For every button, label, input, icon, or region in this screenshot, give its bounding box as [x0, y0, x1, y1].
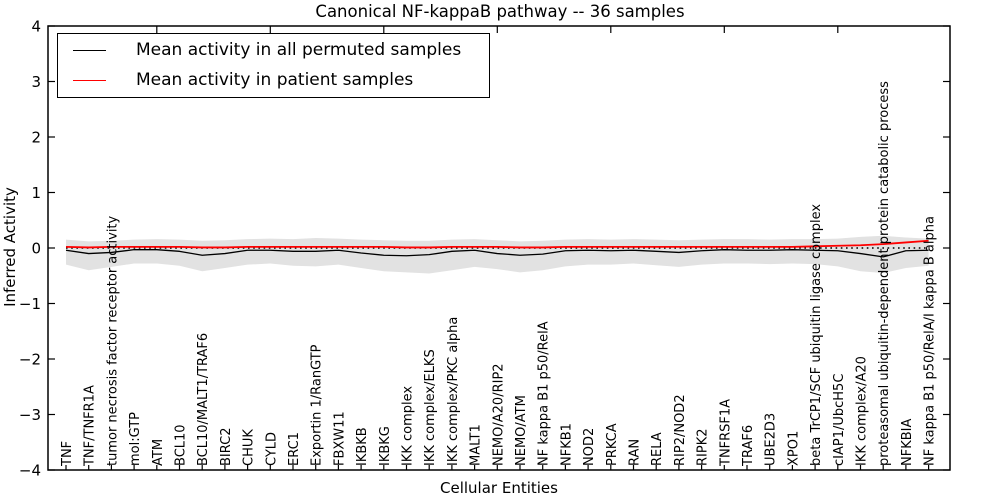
chart-title: Canonical NF-kappaB pathway -- 36 sample…: [315, 2, 685, 21]
x-category-label: IKK complex/PKC alpha: [446, 317, 461, 466]
series-line-patient: [65, 239, 929, 249]
legend: Mean activity in all permuted samples Me…: [57, 33, 490, 98]
y-axis-label: Inferred Activity: [1, 187, 19, 307]
y-tick-label: 1: [31, 184, 41, 202]
x-category-label: TNFRSF1A: [718, 399, 733, 467]
legend-line-red: [73, 80, 106, 82]
x-category-label: IKBKG: [378, 426, 393, 466]
x-category-label: BCL10: [174, 424, 189, 466]
x-category-label: XPO1: [786, 431, 801, 466]
y-tick-label: −1: [19, 295, 41, 313]
y-tick-label: −3: [19, 406, 41, 424]
x-category-label: RIP2/NOD2: [673, 394, 688, 466]
x-category-label: MALT1: [469, 424, 484, 466]
legend-line-black: [73, 49, 106, 51]
series-line-permuted: [65, 249, 929, 258]
y-tick-label: 0: [31, 240, 41, 258]
x-category-label: ERC1: [287, 432, 302, 466]
y-tick-label: 2: [31, 129, 41, 147]
x-category-label: PRKCA: [605, 423, 620, 466]
permutation-band: [66, 235, 929, 274]
x-category-label: NEMO/ATM: [514, 395, 529, 466]
x-category-label: proteasomal ubiquitin-dependent protein …: [877, 81, 892, 466]
legend-label: Mean activity in patient samples: [136, 70, 414, 91]
y-tick-label: −4: [19, 462, 41, 480]
x-category-label: tumor necrosis factor receptor activity: [105, 215, 120, 466]
x-category-label: RELA: [650, 432, 665, 466]
x-category-label: BCL10/MALT1/TRAF6: [196, 333, 211, 466]
x-category-label: Exportin 1/RanGTP: [310, 344, 325, 466]
y-tick-label: 4: [31, 18, 41, 36]
x-category-label: FBXW11: [332, 411, 347, 466]
y-tick-label: 3: [31, 73, 41, 91]
x-category-label: ATM: [151, 439, 166, 466]
axis-ticks: [48, 25, 950, 471]
x-category-label: IKK complex/ELKS: [423, 349, 438, 466]
x-category-label: mol:GTP: [128, 412, 143, 466]
legend-item-permuted: Mean activity in all permuted samples: [58, 36, 489, 64]
y-tick-label: −2: [19, 351, 41, 369]
x-category-label: cIAP1/UbcH5C: [832, 374, 847, 466]
x-category-label: TNF/TNFR1A: [83, 385, 98, 467]
x-category-label: RIPK2: [696, 428, 711, 466]
x-category-label: NEMO/A20/RIP2: [491, 363, 506, 466]
x-category-label: BIRC2: [219, 428, 234, 467]
x-axis-label: Cellular Entities: [440, 479, 558, 497]
x-category-label: TNF: [60, 441, 75, 467]
legend-label: Mean activity in all permuted samples: [136, 39, 462, 60]
x-category-label: IKK complex/A20: [855, 356, 870, 466]
x-category-label: TRAF6: [741, 425, 756, 467]
x-category-label: UBE2D3: [764, 413, 779, 466]
x-category-label: NF kappa B1 p50/RelA: [537, 321, 552, 466]
x-category-label: NF kappa B1 p50/RelA/I kappa B alpha: [923, 216, 938, 466]
x-category-label: CYLD: [264, 432, 279, 466]
x-category-label: NOD2: [582, 428, 597, 466]
x-category-label: RAN: [628, 439, 643, 466]
x-category-label: IKK complex: [401, 386, 416, 466]
x-category-label: CHUK: [242, 429, 257, 466]
x-category-label: NFKBIA: [900, 419, 915, 466]
legend-item-patient: Mean activity in patient samples: [58, 67, 489, 95]
x-category-label: beta TrCP1/SCF ubiquitin ligase complex: [809, 204, 824, 466]
x-category-label: IKBKB: [355, 427, 370, 466]
x-category-label: NFKB1: [559, 423, 574, 466]
